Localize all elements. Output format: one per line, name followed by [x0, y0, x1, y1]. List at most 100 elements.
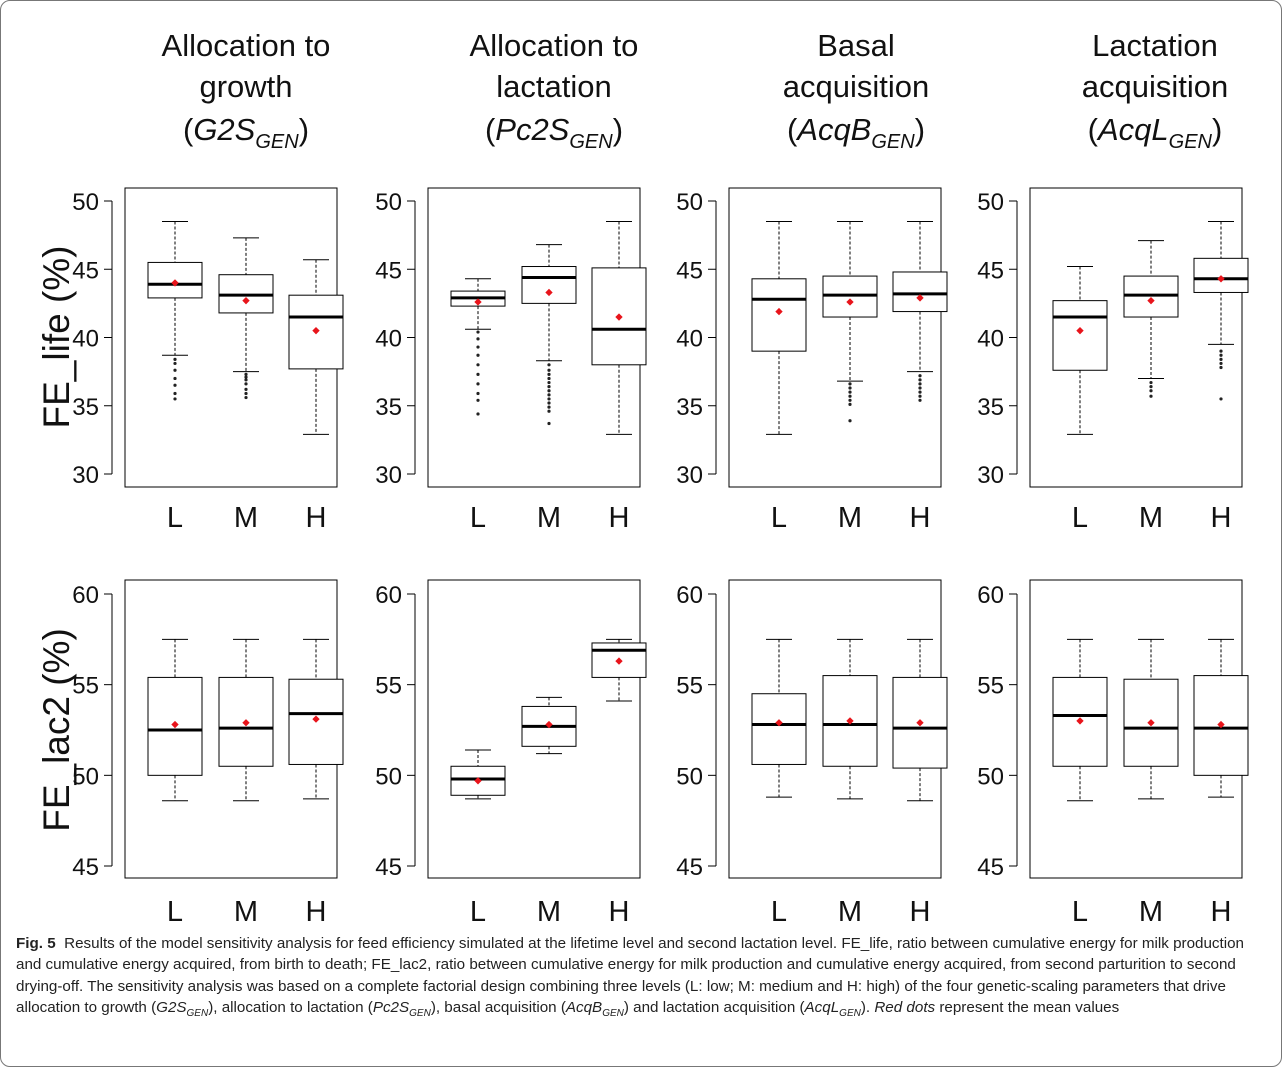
column-title-line2: acquisition	[783, 69, 929, 104]
box-L	[147, 638, 203, 802]
x-category-label: L	[1072, 502, 1088, 534]
y-tick-label: 45	[676, 854, 703, 881]
column-header-3: Basal acquisition (AcqBGEN)	[783, 28, 929, 153]
x-category-label: M	[1139, 502, 1163, 534]
caption-symbol-acql: AcqL	[804, 999, 840, 1017]
outlier-point	[476, 412, 480, 416]
outlier-point	[173, 361, 177, 366]
y-tick-label: 30	[676, 462, 703, 489]
panel-r2-c2: 45 50 55 60 L M H	[375, 579, 647, 928]
caption-text-2: ), allocation to lactation (	[208, 999, 373, 1017]
y-tick-label: 55	[72, 673, 99, 700]
outlier-point	[1149, 380, 1153, 385]
outlier-point	[918, 398, 922, 402]
x-category-label: H	[1211, 502, 1232, 534]
y-tick-label: 60	[375, 582, 402, 609]
box-L	[147, 220, 203, 401]
outlier-point	[476, 337, 480, 341]
outlier-point	[244, 391, 248, 396]
outlier-point	[476, 345, 480, 349]
outlier-point	[476, 330, 480, 334]
mean-dot	[916, 294, 924, 302]
y-tick-label: 50	[977, 763, 1004, 790]
x-category-label: L	[470, 502, 486, 534]
outlier-point	[918, 386, 922, 390]
x-category-label: H	[1211, 896, 1232, 928]
row-ylabel-2: FE_lac2 (%)	[36, 628, 77, 832]
x-category-label: L	[771, 896, 787, 928]
outlier-point	[547, 368, 551, 372]
mean-dot	[312, 715, 320, 723]
y-tick-label: 45	[72, 257, 99, 284]
x-category-label: L	[1072, 896, 1088, 928]
x-category-label: M	[838, 896, 862, 928]
y-tick-label: 45	[676, 257, 703, 284]
y-tick-label: 60	[676, 582, 703, 609]
column-title-line1: Lactation	[1092, 28, 1218, 63]
y-tick-label: 60	[977, 582, 1004, 609]
iqr-box	[751, 693, 807, 765]
outlier-point	[918, 394, 922, 398]
y-tick-label: 50	[72, 763, 99, 790]
y-tick-label: 35	[72, 394, 99, 421]
column-title-line2: acquisition	[1082, 69, 1228, 104]
y-tick-label: 30	[977, 462, 1004, 489]
outlier-point	[476, 353, 480, 357]
mean-dot	[474, 298, 482, 306]
outlier-point	[476, 398, 480, 402]
column-header-2: Allocation to lactation (Pc2SGEN)	[470, 28, 639, 153]
column-title-line1: Basal	[817, 28, 895, 63]
outlier-point	[848, 419, 852, 423]
outlier-point	[244, 372, 248, 376]
outlier-point	[1219, 365, 1223, 370]
mean-dot	[1076, 717, 1084, 725]
outlier-point	[547, 363, 551, 367]
outlier-point	[918, 378, 922, 382]
x-category-label: H	[306, 896, 327, 928]
panel-r1-c4: 30 35 40 45 50 L M H	[977, 187, 1249, 534]
caption-red-dots: Red dots	[874, 999, 936, 1017]
x-category-label: H	[910, 896, 931, 928]
y-tick-label: 55	[375, 673, 402, 700]
box-L	[450, 749, 506, 800]
mean-dot	[545, 288, 553, 297]
panel-r1-c3: 30 35 40 45 50 L M H	[676, 187, 948, 534]
outlier-point	[173, 391, 177, 396]
mean-dot	[545, 720, 553, 729]
mean-dot	[916, 719, 924, 727]
outlier-point	[1149, 394, 1153, 398]
column-parameter-symbol: (G2SGEN)	[183, 112, 309, 153]
outlier-point	[476, 363, 480, 367]
box-L	[1052, 638, 1108, 802]
box-H	[288, 638, 344, 800]
mean-dot	[474, 777, 482, 785]
box-M	[822, 220, 878, 423]
y-tick-label: 35	[676, 394, 703, 421]
box-L	[450, 278, 506, 416]
outlier-point	[173, 383, 177, 387]
outlier-point	[1219, 397, 1223, 401]
y-tick-label: 50	[977, 189, 1004, 216]
outlier-point	[547, 393, 551, 397]
outlier-point	[848, 394, 852, 398]
outlier-point	[173, 397, 177, 401]
outlier-point	[244, 378, 248, 382]
outlier-point	[547, 409, 551, 413]
outlier-point	[476, 382, 480, 386]
column-parameter-symbol: (AcqBGEN)	[787, 112, 925, 153]
box-H	[288, 259, 344, 435]
column-parameter-symbol: (AcqLGEN)	[1088, 112, 1223, 153]
mean-dot	[1217, 720, 1225, 729]
y-tick-label: 55	[676, 673, 703, 700]
column-parameter-symbol: (Pc2SGEN)	[485, 112, 623, 153]
outlier-point	[848, 382, 852, 386]
y-tick-label: 30	[375, 462, 402, 489]
x-category-label: L	[167, 502, 183, 534]
mean-dot	[312, 326, 320, 335]
y-tick-label: 50	[375, 189, 402, 216]
caption-text-5: ).	[860, 999, 875, 1017]
iqr-box	[521, 266, 577, 304]
outlier-point	[848, 398, 852, 402]
box-H	[1193, 638, 1249, 798]
outlier-point	[547, 385, 551, 389]
